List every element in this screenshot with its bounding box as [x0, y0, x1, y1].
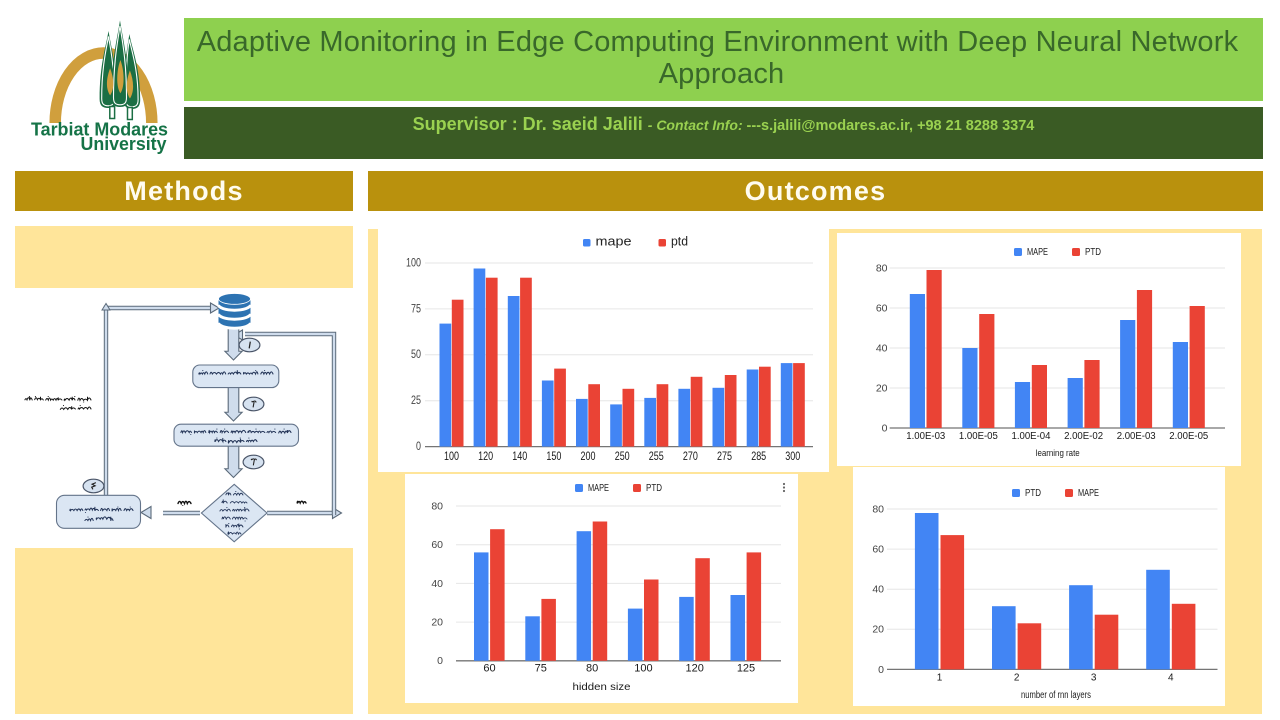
svg-text:120: 120 [478, 449, 493, 463]
svg-text:60: 60 [431, 539, 443, 551]
svg-text:20: 20 [876, 382, 888, 394]
svg-text:275: 275 [717, 449, 732, 463]
svg-text:PTD: PTD [646, 482, 662, 494]
svg-text:270: 270 [683, 449, 698, 463]
svg-text:University: University [81, 134, 167, 154]
svg-text:learning rate: learning rate [1036, 448, 1080, 459]
svg-text:3: 3 [1091, 673, 1097, 684]
svg-text:20: 20 [872, 624, 884, 636]
svg-text:80: 80 [876, 262, 888, 274]
svg-text:100: 100 [444, 449, 459, 463]
svg-text:100: 100 [634, 663, 652, 675]
svg-text:250: 250 [615, 449, 630, 463]
svg-text:75: 75 [411, 301, 421, 315]
svg-text:hidden size: hidden size [573, 681, 631, 693]
svg-text:2: 2 [1014, 673, 1020, 684]
svg-text:2.00E-02: 2.00E-02 [1064, 431, 1103, 442]
svg-text:0: 0 [882, 422, 888, 434]
svg-text:80: 80 [872, 503, 884, 515]
svg-text:120: 120 [686, 663, 704, 675]
svg-text:number of rnn layers: number of rnn layers [1021, 690, 1091, 701]
svg-text:1.00E-03: 1.00E-03 [906, 431, 945, 442]
svg-text:40: 40 [872, 584, 884, 596]
svg-text:60: 60 [483, 663, 495, 675]
svg-text:4: 4 [1168, 673, 1174, 684]
svg-text:50: 50 [411, 347, 421, 361]
svg-text:2.00E-03: 2.00E-03 [1117, 431, 1156, 442]
svg-text:140: 140 [512, 449, 527, 463]
svg-text:1.00E-05: 1.00E-05 [959, 431, 998, 442]
svg-text:PTD: PTD [1025, 487, 1041, 499]
svg-text:60: 60 [872, 544, 884, 556]
svg-text:mape: mape [596, 235, 632, 249]
svg-text:MAPE: MAPE [1027, 246, 1048, 258]
svg-text:60: 60 [876, 302, 888, 314]
svg-text:40: 40 [876, 342, 888, 354]
svg-text:75: 75 [535, 663, 547, 675]
svg-text:200: 200 [581, 449, 596, 463]
svg-text:40: 40 [431, 578, 443, 590]
svg-text:80: 80 [431, 500, 443, 512]
svg-text:255: 255 [649, 449, 664, 463]
svg-text:20: 20 [431, 617, 443, 629]
svg-text:285: 285 [751, 449, 766, 463]
svg-text:MAPE: MAPE [588, 482, 609, 494]
svg-text:MAPE: MAPE [1078, 487, 1099, 499]
svg-text:100: 100 [406, 255, 421, 269]
svg-text:300: 300 [785, 449, 800, 463]
svg-text:80: 80 [586, 663, 598, 675]
svg-text:Tarbiat Modares: Tarbiat Modares [31, 120, 168, 140]
svg-text:1.00E-04: 1.00E-04 [1012, 431, 1051, 442]
svg-text:0: 0 [416, 439, 421, 453]
svg-text:2.00E-05: 2.00E-05 [1169, 431, 1208, 442]
svg-text:0: 0 [878, 664, 884, 676]
svg-text:25: 25 [411, 393, 421, 407]
svg-text:PTD: PTD [1085, 246, 1101, 258]
svg-text:0: 0 [437, 655, 443, 667]
svg-text:1: 1 [937, 673, 943, 684]
svg-text:150: 150 [546, 449, 561, 463]
svg-text:125: 125 [737, 663, 755, 675]
svg-text:ptd: ptd [671, 235, 688, 249]
